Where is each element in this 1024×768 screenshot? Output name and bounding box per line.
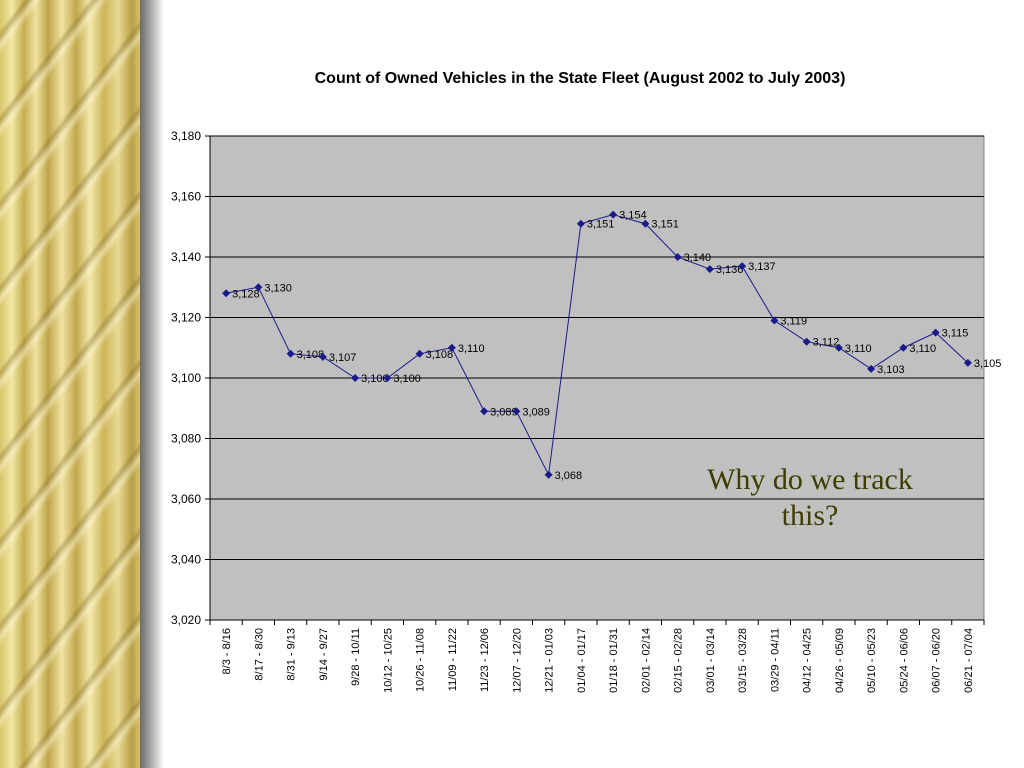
x-tick-label: 02/01 - 02/14 xyxy=(640,628,652,693)
data-point-marker xyxy=(705,265,714,274)
x-tick-label: 9/14 - 9/27 xyxy=(318,628,330,681)
data-point-marker xyxy=(673,253,682,261)
data-label: 3,137 xyxy=(748,261,776,273)
x-tick-label: 02/15 - 02/28 xyxy=(673,628,685,693)
data-label: 3,130 xyxy=(264,282,292,294)
data-label: 3,068 xyxy=(555,470,583,482)
data-label: 3,128 xyxy=(232,288,260,300)
data-point-marker xyxy=(544,470,553,479)
x-tick-label: 06/07 - 06/20 xyxy=(931,628,943,693)
y-tick-label: 3,180 xyxy=(171,129,201,143)
data-label: 3,136 xyxy=(716,264,744,276)
x-tick-label: 01/18 - 01/31 xyxy=(608,628,620,693)
data-label: 3,108 xyxy=(426,349,454,361)
series-line xyxy=(226,214,969,477)
data-point-marker xyxy=(834,343,843,352)
x-tick-label: 10/12 - 10/25 xyxy=(382,628,394,693)
data-label: 3,105 xyxy=(974,358,1002,370)
annotation-line-1: Why do we track xyxy=(707,463,913,496)
x-tick-label: 03/29 - 04/11 xyxy=(769,628,781,692)
data-label: 3,108 xyxy=(297,349,325,361)
y-tick-label: 3,140 xyxy=(171,250,201,264)
x-tick-label: 8/31 - 9/13 xyxy=(286,628,298,681)
y-tick-label: 3,120 xyxy=(171,311,201,325)
data-point-marker xyxy=(802,337,811,346)
x-tick-label: 12/07 - 12/20 xyxy=(511,628,523,693)
y-tick-label: 3,100 xyxy=(171,371,201,385)
x-tick-label: 10/26 - 11/08 xyxy=(415,628,427,692)
x-tick-label: 03/15 - 03/28 xyxy=(737,628,749,693)
data-label: 3,151 xyxy=(587,219,615,231)
data-point-marker xyxy=(963,358,972,367)
data-point-marker xyxy=(931,328,940,337)
x-tick-label: 03/01 - 03/14 xyxy=(705,628,717,693)
data-point-marker xyxy=(512,407,521,416)
data-point-marker xyxy=(447,343,456,352)
side-strip-shadow xyxy=(140,0,164,768)
x-tick-label: 12/21 - 01/03 xyxy=(544,628,556,693)
data-label: 3,100 xyxy=(361,373,389,385)
data-label: 3,115 xyxy=(942,328,969,340)
data-label: 3,110 xyxy=(458,343,485,355)
annotation-line-2: this? xyxy=(781,499,839,532)
data-point-marker xyxy=(415,349,424,358)
data-point-marker xyxy=(867,364,876,373)
chart-title: Count of Owned Vehicles in the State Fle… xyxy=(314,70,846,87)
x-tick-label: 9/28 - 10/11 xyxy=(350,628,362,686)
data-label: 3,119 xyxy=(780,316,807,328)
data-label: 3,100 xyxy=(393,373,421,385)
data-point-marker xyxy=(383,374,392,382)
data-label: 3,103 xyxy=(877,364,905,376)
data-label: 3,140 xyxy=(684,252,712,264)
decorative-side-strip xyxy=(0,0,140,768)
data-point-marker xyxy=(738,262,747,271)
x-tick-label: 8/17 - 8/30 xyxy=(253,628,265,681)
y-tick-label: 3,060 xyxy=(171,492,201,506)
data-label: 3,112 xyxy=(813,337,840,349)
x-tick-label: 06/21 - 07/04 xyxy=(963,628,975,693)
data-point-marker xyxy=(576,219,585,228)
data-label: 3,110 xyxy=(845,343,872,355)
x-tick-label: 05/24 - 06/06 xyxy=(898,628,910,693)
data-point-marker xyxy=(351,374,360,382)
x-tick-label: 05/10 - 05/23 xyxy=(866,628,878,693)
y-tick-label: 3,040 xyxy=(171,553,201,567)
data-point-marker xyxy=(318,352,327,361)
data-label: 3,107 xyxy=(329,352,357,364)
y-tick-label: 3,160 xyxy=(171,190,201,204)
data-point-marker xyxy=(641,219,650,228)
x-tick-label: 8/3 - 8/16 xyxy=(221,628,233,674)
data-point-marker xyxy=(222,289,231,298)
x-tick-label: 04/12 - 04/25 xyxy=(802,628,814,693)
data-point-marker xyxy=(899,343,908,352)
data-label: 3,154 xyxy=(619,210,647,222)
data-label: 3,151 xyxy=(651,219,679,231)
data-label: 3,089 xyxy=(490,406,518,418)
data-label: 3,089 xyxy=(522,406,550,418)
data-label: 3,110 xyxy=(909,343,936,355)
x-tick-label: 01/04 - 01/17 xyxy=(576,628,588,693)
x-tick-label: 11/23 - 12/06 xyxy=(479,628,491,692)
data-point-marker xyxy=(286,349,295,358)
data-point-marker xyxy=(609,210,618,219)
y-tick-label: 3,080 xyxy=(171,432,201,446)
annotation-text: Why do we track this? xyxy=(670,462,950,534)
data-point-marker xyxy=(254,283,263,292)
data-point-marker xyxy=(770,316,779,325)
y-tick-label: 3,020 xyxy=(171,613,201,627)
x-tick-label: 11/09 - 11/22 xyxy=(447,628,459,691)
x-tick-label: 04/26 - 05/09 xyxy=(834,628,846,693)
data-point-marker xyxy=(480,407,489,416)
